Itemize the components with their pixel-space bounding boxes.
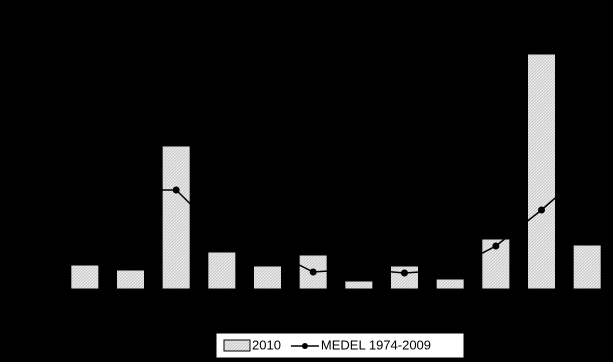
bar <box>116 269 145 290</box>
line-marker <box>81 245 89 253</box>
bar <box>70 264 100 290</box>
line-marker <box>583 166 591 174</box>
legend-swatch <box>223 339 251 352</box>
bar <box>344 280 374 290</box>
bar <box>207 251 237 290</box>
line <box>84 169 588 274</box>
line-marker <box>127 186 134 194</box>
line-marker <box>309 268 317 276</box>
line-marker <box>264 245 271 253</box>
bar <box>527 53 556 290</box>
legend-box <box>215 332 465 359</box>
line-marker <box>492 242 500 250</box>
line-marker <box>538 206 545 214</box>
bar <box>435 278 465 290</box>
line-marker <box>401 269 408 277</box>
legend: 2010 MEDEL 1974-2009 <box>215 332 465 359</box>
bar <box>253 265 282 290</box>
line-marker <box>355 265 363 273</box>
legend-marker <box>301 343 308 349</box>
legend-label: 2010 <box>252 337 281 352</box>
line-marker <box>446 266 454 274</box>
line-marker <box>172 186 180 194</box>
bar <box>390 265 419 290</box>
bar <box>161 145 191 290</box>
bar <box>572 244 602 290</box>
legend-label: MEDEL 1974-2009 <box>321 337 431 352</box>
line-marker <box>218 231 226 239</box>
